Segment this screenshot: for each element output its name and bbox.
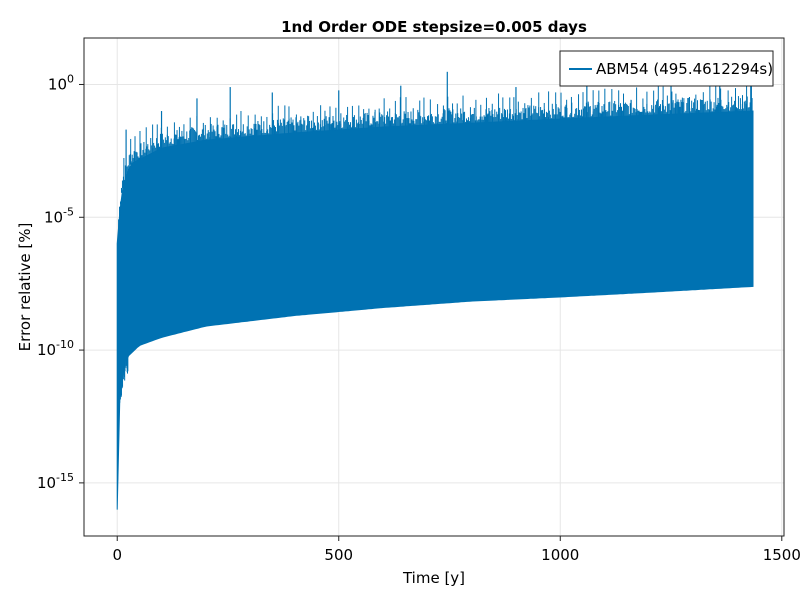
data-layer [116, 71, 754, 510]
x-tick-label: 1000 [541, 546, 579, 564]
y-tick-label: 10-15 [37, 471, 74, 492]
legend-box [559, 50, 774, 87]
x-axis-label: Time [y] [402, 569, 465, 587]
x-tick-label: 500 [324, 546, 353, 564]
y-tick-label: 100 [48, 72, 74, 93]
series-band [116, 110, 754, 510]
y-tick-label: 10-10 [37, 338, 74, 359]
x-tick-label: 1500 [763, 546, 800, 564]
y-tick-label: 10-5 [44, 205, 74, 226]
x-tick-label: 0 [112, 546, 122, 564]
ticks: 0 500 1000 1500 100 10-5 10-10 10-15 [37, 72, 800, 564]
plot-frame [83, 37, 785, 537]
chart-title: 1nd Order ODE stepsize=0.005 days [281, 18, 587, 36]
legend: ABM54 (495.4612294s) [559, 50, 774, 87]
y-axis-label: Error relative [%] [16, 223, 34, 352]
legend-label: ABM54 (495.4612294s) [596, 60, 773, 78]
